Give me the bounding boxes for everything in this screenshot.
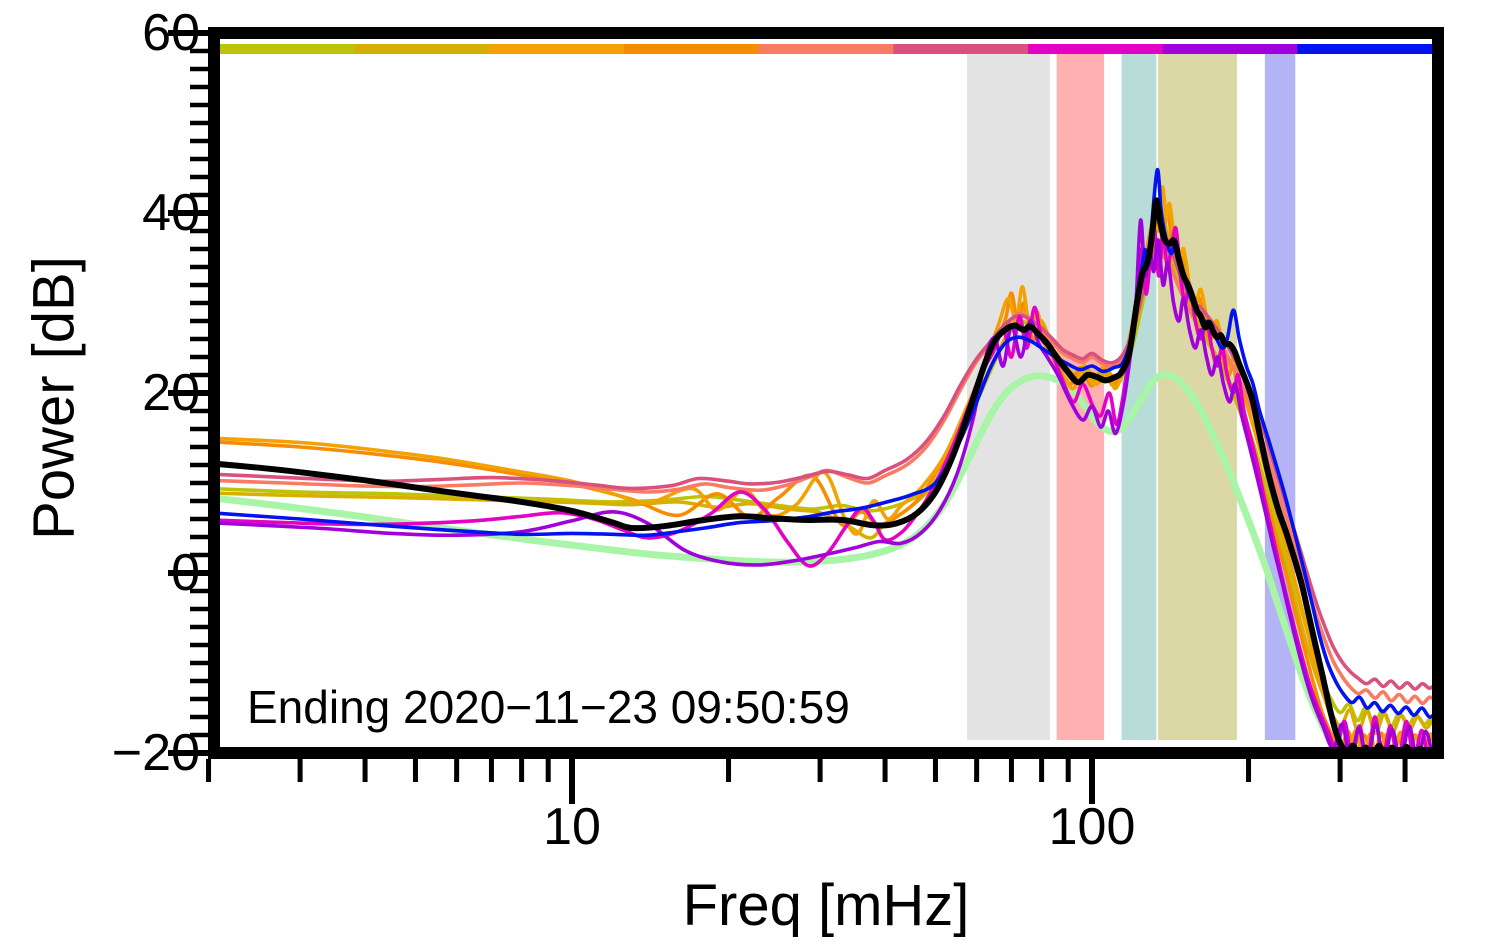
y-tick-label: 60 xyxy=(142,4,200,62)
series-line-mean-black xyxy=(220,197,1424,747)
time-strip-segment xyxy=(624,44,760,54)
x-axis-title: Freq [mHz] xyxy=(682,873,970,938)
y-tick-label: 20 xyxy=(142,364,200,422)
series-line-trace-salmon xyxy=(220,244,1432,706)
band-lavender xyxy=(1264,54,1296,740)
y-tick-label: 0 xyxy=(171,544,200,602)
time-strip-segment xyxy=(354,44,490,54)
time-strip-segment xyxy=(489,44,625,54)
band-khaki xyxy=(1158,54,1237,740)
y-tick-label: 40 xyxy=(142,184,200,242)
x-tick-label: 100 xyxy=(1048,798,1136,856)
time-strip-segment xyxy=(893,44,1029,54)
time-strip-segment xyxy=(1028,44,1164,54)
plot-frame xyxy=(208,27,1444,759)
time-strip-segment xyxy=(220,44,356,54)
ending-time-annotation: Ending 2020−11−23 09:50:59 xyxy=(247,681,850,733)
time-strip-segment xyxy=(1297,44,1433,54)
series-line-trace-orange xyxy=(220,185,1432,747)
time-strip-segment xyxy=(758,44,894,54)
series-line-trace-blue xyxy=(220,167,1432,719)
y-tick-label: −20 xyxy=(111,724,200,782)
time-strip-segment xyxy=(1162,44,1298,54)
y-axis-title: Power [dB] xyxy=(21,256,87,540)
band-gray xyxy=(967,54,1050,740)
x-tick-label: 10 xyxy=(543,798,601,856)
